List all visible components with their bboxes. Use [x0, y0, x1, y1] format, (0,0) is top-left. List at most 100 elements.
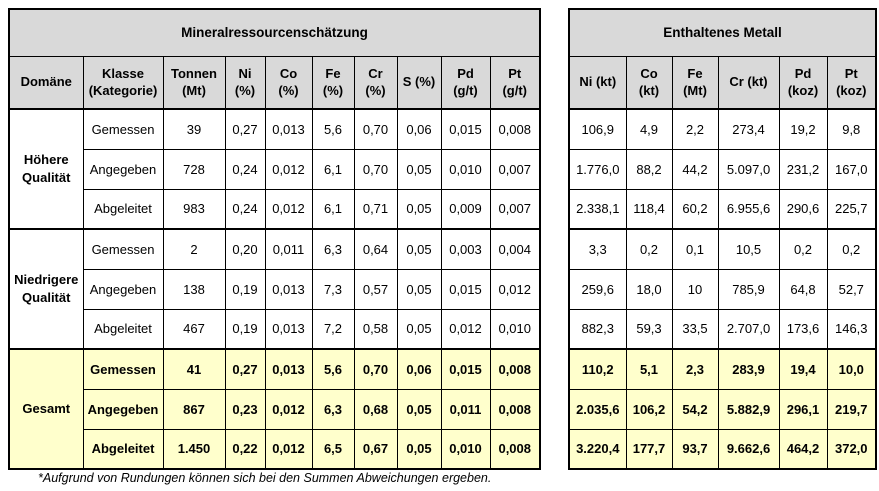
value-cell: 5.882,9 — [717, 388, 780, 430]
value-cell: 0,010 — [489, 308, 541, 350]
value-cell: 0,008 — [489, 348, 541, 390]
value-cell: 88,2 — [625, 148, 673, 190]
value-cell: 0,003 — [440, 228, 491, 270]
klasse-cell: Gemessen — [82, 108, 164, 150]
col-header-fe-mt: Fe (Mt) — [671, 55, 719, 110]
value-cell: 2 — [162, 228, 226, 270]
value-cell: 867 — [162, 388, 226, 430]
value-cell: 785,9 — [717, 268, 780, 310]
col-header-pt-gt: Pt (g/t) — [489, 55, 541, 110]
value-cell: 0,05 — [396, 228, 442, 270]
value-cell: 0,012 — [489, 268, 541, 310]
value-cell: 0,24 — [224, 188, 266, 230]
klasse-cell: Angegeben — [82, 268, 164, 310]
resources-table-title: Mineralressourcenschätzung — [8, 8, 541, 57]
value-cell: 0,05 — [396, 268, 442, 310]
value-cell: 0,58 — [353, 308, 398, 350]
col-header-pd-gt: Pd (g/t) — [440, 55, 491, 110]
value-cell: 173,6 — [778, 308, 828, 350]
value-cell: 0,05 — [396, 308, 442, 350]
value-cell: 0,007 — [489, 148, 541, 190]
mineral-resources-table: Mineralressourcenschätzung Domäne Klasse… — [8, 8, 541, 470]
table-row: 1.776,0 88,2 44,2 5.097,0 231,2 167,0 — [568, 148, 877, 190]
value-cell: 9,8 — [826, 108, 877, 150]
value-cell: 296,1 — [778, 388, 828, 430]
value-cell: 0,71 — [353, 188, 398, 230]
value-cell: 0,009 — [440, 188, 491, 230]
value-cell: 0,20 — [224, 228, 266, 270]
col-header-cr-kt: Cr (kt) — [717, 55, 780, 110]
resources-title-row: Mineralressourcenschätzung — [8, 8, 541, 57]
klasse-cell: Angegeben — [82, 388, 164, 430]
value-cell: 1.776,0 — [568, 148, 627, 190]
value-cell: 0,012 — [440, 308, 491, 350]
value-cell: 110,2 — [568, 348, 627, 390]
value-cell: 2.338,1 — [568, 188, 627, 230]
value-cell: 6.955,6 — [717, 188, 780, 230]
value-cell: 0,013 — [264, 348, 313, 390]
value-cell: 0,23 — [224, 388, 266, 430]
table-row-total: 110,2 5,1 2,3 283,9 19,4 10,0 — [568, 348, 877, 390]
table-row: 106,9 4,9 2,2 273,4 19,2 9,8 — [568, 108, 877, 150]
value-cell: 0,27 — [224, 108, 266, 150]
value-cell: 60,2 — [671, 188, 719, 230]
value-cell: 0,011 — [264, 228, 313, 270]
col-header-co-kt: Co (kt) — [625, 55, 673, 110]
metal-table-title: Enthaltenes Metall — [568, 8, 877, 57]
value-cell: 0,008 — [489, 428, 541, 470]
value-cell: 10 — [671, 268, 719, 310]
value-cell: 10,5 — [717, 228, 780, 270]
metal-title-row: Enthaltenes Metall — [568, 8, 877, 57]
value-cell: 167,0 — [826, 148, 877, 190]
value-cell: 2.035,6 — [568, 388, 627, 430]
value-cell: 0,2 — [625, 228, 673, 270]
value-cell: 0,70 — [353, 148, 398, 190]
value-cell: 0,013 — [264, 308, 313, 350]
value-cell: 0,012 — [264, 148, 313, 190]
value-cell: 0,57 — [353, 268, 398, 310]
value-cell: 6,1 — [311, 188, 355, 230]
value-cell: 0,007 — [489, 188, 541, 230]
value-cell: 0,68 — [353, 388, 398, 430]
value-cell: 0,64 — [353, 228, 398, 270]
resources-header-row: Domäne Klasse (Kategorie) Tonnen (Mt) Ni… — [8, 55, 541, 110]
value-cell: 6,5 — [311, 428, 355, 470]
value-cell: 2,2 — [671, 108, 719, 150]
value-cell: 0,010 — [440, 148, 491, 190]
value-cell: 0,2 — [826, 228, 877, 270]
value-cell: 3.220,4 — [568, 428, 627, 470]
value-cell: 983 — [162, 188, 226, 230]
col-header-ni-kt: Ni (kt) — [568, 55, 627, 110]
value-cell: 54,2 — [671, 388, 719, 430]
domain-cell-niedrigere-qualitaet: Niedrigere Qualität — [8, 228, 84, 350]
value-cell: 146,3 — [826, 308, 877, 350]
value-cell: 1.450 — [162, 428, 226, 470]
contained-metal-table: Enthaltenes Metall Ni (kt) Co (kt) Fe (M… — [568, 8, 878, 470]
value-cell: 225,7 — [826, 188, 877, 230]
value-cell: 259,6 — [568, 268, 627, 310]
value-cell: 9.662,6 — [717, 428, 780, 470]
value-cell: 6,3 — [311, 388, 355, 430]
value-cell: 0,05 — [396, 188, 442, 230]
value-cell: 273,4 — [717, 108, 780, 150]
value-cell: 0,19 — [224, 268, 266, 310]
value-cell: 0,19 — [224, 308, 266, 350]
value-cell: 59,3 — [625, 308, 673, 350]
value-cell: 0,1 — [671, 228, 719, 270]
value-cell: 44,2 — [671, 148, 719, 190]
col-header-pt-koz: Pt (koz) — [826, 55, 877, 110]
value-cell: 7,3 — [311, 268, 355, 310]
value-cell: 0,2 — [778, 228, 828, 270]
table-row: Abgeleitet 983 0,24 0,012 6,1 0,71 0,05 … — [9, 188, 541, 230]
value-cell: 33,5 — [671, 308, 719, 350]
table-row: 259,6 18,0 10 785,9 64,8 52,7 — [568, 268, 877, 310]
table-row-total: Abgeleitet 1.450 0,22 0,012 6,5 0,67 0,0… — [9, 428, 541, 470]
value-cell: 6,3 — [311, 228, 355, 270]
value-cell: 283,9 — [717, 348, 780, 390]
col-header-co-pct: Co (%) — [264, 55, 313, 110]
col-header-domaene: Domäne — [8, 55, 84, 110]
col-header-klasse: Klasse (Kategorie) — [82, 55, 164, 110]
table-row-total: 2.035,6 106,2 54,2 5.882,9 296,1 219,7 — [568, 388, 877, 430]
table-row: 2.338,1 118,4 60,2 6.955,6 290,6 225,7 — [568, 188, 877, 230]
